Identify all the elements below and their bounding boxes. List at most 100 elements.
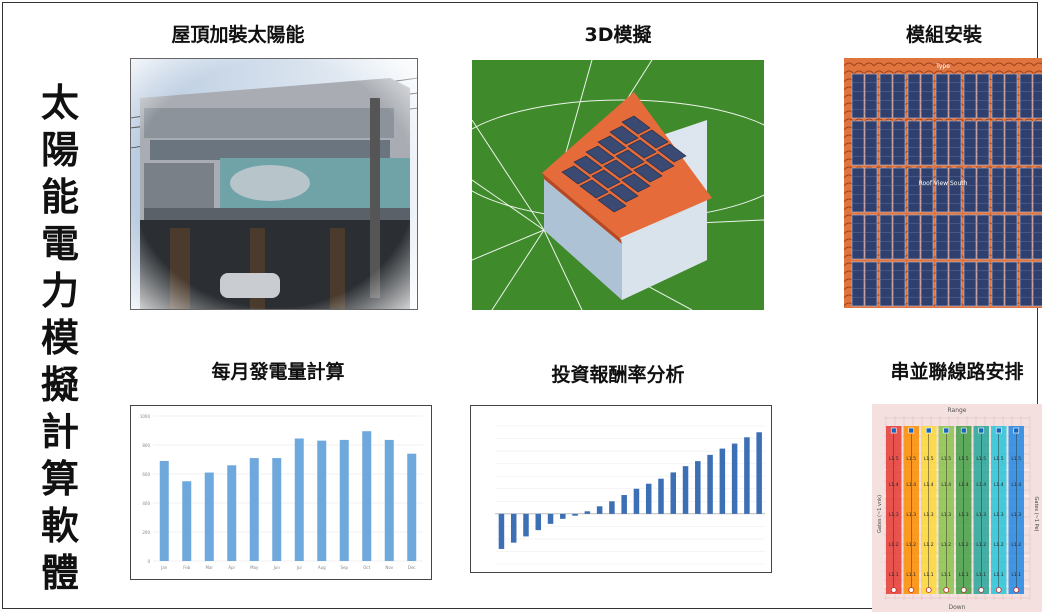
- solar-module: [879, 214, 893, 260]
- solar-module: [920, 73, 934, 119]
- string-row-label: L1.2: [959, 542, 969, 548]
- solar-module: [963, 167, 977, 213]
- vertical-title-char: 太: [40, 81, 79, 125]
- solar-module: [935, 120, 949, 166]
- string-terminal-minus: [960, 587, 967, 593]
- solar-module: [892, 214, 906, 260]
- month-bar: [317, 440, 327, 561]
- roi-bar: [682, 466, 689, 514]
- solar-module: [920, 261, 934, 307]
- month-bar: [182, 481, 192, 561]
- module-layout-view: Type Roof View South: [844, 58, 1042, 308]
- month-x-tick: Aug: [318, 565, 326, 570]
- month-bar: [249, 458, 259, 561]
- solar-module: [892, 120, 906, 166]
- vertical-title-char: 擬: [40, 363, 79, 407]
- string-row-label: L1.3: [1011, 512, 1021, 518]
- string-row-label: L1.1: [889, 572, 899, 578]
- solar-module: [1019, 120, 1033, 166]
- roi-bar: [645, 483, 652, 514]
- solar-module: [907, 167, 921, 213]
- solar-module: [851, 214, 865, 260]
- string-row-label: L1.2: [906, 542, 916, 548]
- monthly-generation-chart: 0 200 400 600 800 1000 Jan Feb Mar Apr May Jun Jul Au…: [130, 405, 432, 580]
- roi-chart: [470, 405, 772, 573]
- string-terminal-plus: [960, 427, 967, 434]
- solar-module: [948, 214, 962, 260]
- solar-module: [991, 167, 1005, 213]
- string-row-label: L1.1: [906, 572, 916, 578]
- string-row-label: L1.4: [924, 482, 934, 488]
- solar-module: [851, 120, 865, 166]
- string-row-label: L1.1: [1011, 572, 1021, 578]
- module-panel-title: Type: [935, 63, 950, 70]
- solar-module: [1004, 261, 1018, 307]
- vertical-title-char: 能: [40, 175, 79, 219]
- string-row-label: L1.3: [924, 512, 934, 518]
- string-row-label: L1.1: [924, 572, 934, 578]
- roi-bar: [596, 506, 603, 514]
- solar-module: [892, 167, 906, 213]
- month-bar: [294, 438, 304, 561]
- roi-bar: [658, 478, 664, 514]
- string-terminal-plus: [1013, 427, 1020, 434]
- string-row-label: L1.3: [976, 512, 986, 518]
- roi-bar: [510, 513, 517, 543]
- solar-module: [907, 214, 921, 260]
- string-terminal-plus: [995, 427, 1002, 434]
- solar-module: [892, 261, 906, 307]
- solar-module: [1004, 120, 1018, 166]
- string-terminal-minus: [978, 587, 985, 593]
- solar-module: [935, 214, 949, 260]
- caption-string-layout: 串並聯線路安排: [890, 361, 1024, 383]
- string-row-label: L1.5: [924, 456, 934, 462]
- solar-module: [948, 261, 962, 307]
- solar-module: [1019, 261, 1033, 307]
- solar-module: [907, 261, 921, 307]
- solar-module: [1004, 214, 1018, 260]
- string-panel-left-label: Gates (~1 vnk): [877, 495, 883, 533]
- string-terminal-minus: [943, 587, 950, 593]
- string-terminal-plus: [890, 427, 897, 434]
- string-row-label: L1.4: [889, 482, 899, 488]
- solar-module: [864, 214, 878, 260]
- house-photo: [130, 58, 418, 310]
- roi-bar: [498, 513, 505, 549]
- solar-module: [935, 73, 949, 119]
- month-x-tick: Jul: [296, 565, 302, 570]
- month-y-tick: 600: [142, 472, 150, 477]
- vertical-title-char: 電: [40, 222, 79, 266]
- solar-module: [851, 167, 865, 213]
- month-x-tick: Jan: [160, 565, 168, 570]
- month-y-tick: 800: [142, 443, 150, 448]
- string-row-label: L1.4: [941, 482, 951, 488]
- caption-monthly-generation: 每月發電量計算: [211, 361, 345, 383]
- solar-module: [920, 167, 934, 213]
- solar-module: [1032, 73, 1042, 119]
- solar-module: [864, 120, 878, 166]
- string-row-label: L1.2: [924, 542, 934, 548]
- vertical-title-char: 算: [40, 457, 79, 501]
- solar-module: [1019, 73, 1033, 119]
- string-row-label: L1.3: [994, 512, 1004, 518]
- string-row-label: L1.1: [959, 572, 969, 578]
- month-x-tick: Mar: [205, 565, 213, 570]
- caption-photo: 屋頂加裝太陽能: [171, 24, 305, 46]
- solar-module: [1004, 167, 1018, 213]
- string-row-label: L1.2: [994, 542, 1004, 548]
- roi-bar: [633, 488, 640, 514]
- solar-module: [976, 73, 990, 119]
- string-panel-right-label: Gates (~1 Pe): [1033, 497, 1039, 532]
- solar-module: [935, 261, 949, 307]
- month-x-tick: Dec: [408, 565, 416, 570]
- solar-module: [907, 120, 921, 166]
- string-row-label: L1.4: [976, 482, 986, 488]
- solar-module: [991, 120, 1005, 166]
- solar-module: [1032, 167, 1042, 213]
- solar-module: [948, 73, 962, 119]
- string-row-label: L1.5: [889, 456, 899, 462]
- solar-module: [991, 261, 1005, 307]
- month-x-tick: Apr: [228, 565, 235, 570]
- vertical-title-char: 模: [40, 316, 79, 360]
- solar-module: [879, 120, 893, 166]
